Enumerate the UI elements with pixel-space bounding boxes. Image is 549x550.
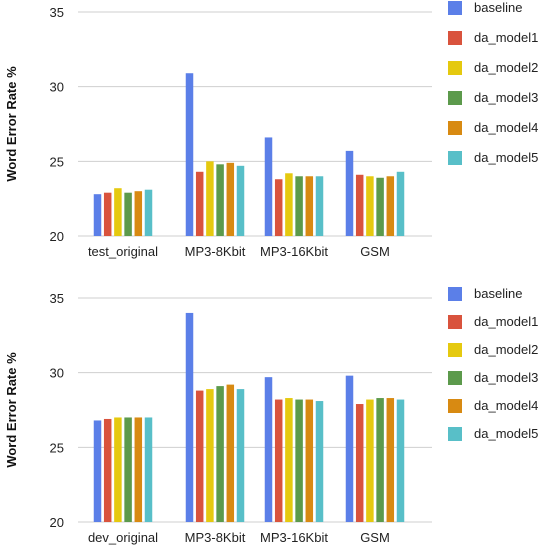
bar-da_model4-test_original <box>134 191 143 236</box>
bar-da_model3-MP3-8Kbit <box>216 164 224 236</box>
legend-label: da_model4 <box>474 120 538 135</box>
bar-da_model5-MP3-8Kbit <box>236 389 245 522</box>
bar-da_model4-MP3-8Kbit <box>226 384 235 522</box>
bar-baseline-GSM <box>345 150 354 236</box>
bar-da_model5-MP3-8Kbit <box>236 165 245 236</box>
bar-da_model5-MP3-16Kbit <box>315 176 324 236</box>
y-tick-label: 20 <box>50 229 64 244</box>
category-label: dev_original <box>88 530 158 545</box>
legend-label: da_model1 <box>474 314 538 329</box>
y-tick-label: 30 <box>50 366 64 381</box>
bar-baseline-test_original <box>93 194 102 236</box>
bar-da_model1-GSM <box>355 174 364 236</box>
category-label: MP3-16Kbit <box>260 244 328 259</box>
bar-da_model5-GSM <box>396 399 405 522</box>
legend-swatch <box>448 151 462 165</box>
legend-label: da_model3 <box>474 370 538 385</box>
bar-da_model2-dev_original <box>114 417 122 522</box>
category-label: MP3-16Kbit <box>260 530 328 545</box>
bar-baseline-dev_original <box>93 420 102 522</box>
legend-swatch <box>448 61 462 75</box>
bar-da_model2-MP3-16Kbit <box>285 398 293 522</box>
bar-da_model1-GSM <box>355 404 364 522</box>
legend-label: da_model2 <box>474 342 538 357</box>
bar-da_model2-GSM <box>366 399 374 522</box>
bar-da_model2-MP3-8Kbit <box>206 389 214 522</box>
bar-da_model1-MP3-8Kbit <box>195 171 204 236</box>
bar-baseline-MP3-16Kbit <box>264 377 273 522</box>
category-label: MP3-8Kbit <box>185 530 246 545</box>
bar-da_model4-GSM <box>386 398 395 522</box>
legend-swatch <box>448 371 462 385</box>
y-axis-title: Word Error Rate % <box>4 352 19 468</box>
legend-label: da_model4 <box>474 398 538 413</box>
bar-da_model3-dev_original <box>124 417 132 522</box>
bar-da_model2-MP3-16Kbit <box>285 173 293 236</box>
bar-da_model1-dev_original <box>103 418 112 522</box>
bar-da_model3-test_original <box>124 192 132 236</box>
legend-swatch <box>448 31 462 45</box>
category-label: MP3-8Kbit <box>185 244 246 259</box>
bar-da_model2-test_original <box>114 188 122 236</box>
legend-swatch <box>448 427 462 441</box>
bar-baseline-MP3-8Kbit <box>185 312 194 522</box>
legend-label: da_model5 <box>474 426 538 441</box>
y-tick-label: 35 <box>50 5 64 20</box>
y-tick-label: 20 <box>50 515 64 530</box>
bar-da_model1-MP3-16Kbit <box>274 399 283 522</box>
bar-da_model4-GSM <box>386 176 395 236</box>
bar-da_model3-GSM <box>376 177 384 236</box>
bar-da_model3-GSM <box>376 398 384 522</box>
category-label: GSM <box>360 530 390 545</box>
bar-da_model1-MP3-16Kbit <box>274 179 283 236</box>
bar-baseline-MP3-8Kbit <box>185 73 194 236</box>
y-axis-title: Word Error Rate % <box>4 66 19 182</box>
legend-swatch <box>448 315 462 329</box>
bar-da_model3-MP3-16Kbit <box>295 399 303 522</box>
bar-da_model3-MP3-16Kbit <box>295 176 303 236</box>
legend-swatch <box>448 287 462 301</box>
bar-da_model5-MP3-16Kbit <box>315 401 324 522</box>
bar-da_model5-test_original <box>144 189 153 236</box>
bar-da_model1-MP3-8Kbit <box>195 390 204 522</box>
bar-da_model5-GSM <box>396 171 405 236</box>
bar-da_model4-MP3-16Kbit <box>305 399 314 522</box>
legend-swatch <box>448 399 462 413</box>
bar-da_model2-GSM <box>366 176 374 236</box>
chart-2: 20 25 30 35 Word Error Rate % dev_original MP3… <box>4 286 538 545</box>
bar-da_model1-test_original <box>103 192 112 236</box>
bar-da_model4-MP3-16Kbit <box>305 176 314 236</box>
legend-label: da_model3 <box>474 90 538 105</box>
legend-swatch <box>448 1 462 15</box>
y-tick-label: 25 <box>50 440 64 455</box>
category-label: GSM <box>360 244 390 259</box>
legend-label: baseline <box>474 286 522 301</box>
y-tick-label: 35 <box>50 291 64 306</box>
legend-swatch <box>448 121 462 135</box>
bar-baseline-GSM <box>345 375 354 522</box>
chart-1: 20 25 30 35 Word Error Rate % test_original MP… <box>4 0 538 259</box>
legend-label: da_model2 <box>474 60 538 75</box>
bar-da_model3-MP3-8Kbit <box>216 386 224 522</box>
legend-label: da_model1 <box>474 30 538 45</box>
legend-swatch <box>448 91 462 105</box>
legend-label: baseline <box>474 0 522 15</box>
bar-da_model5-dev_original <box>144 417 153 522</box>
bar-da_model2-MP3-8Kbit <box>206 161 214 236</box>
y-tick-label: 25 <box>50 154 64 169</box>
legend-swatch <box>448 343 462 357</box>
y-tick-label: 30 <box>50 80 64 95</box>
bar-da_model4-MP3-8Kbit <box>226 162 235 236</box>
legend-label: da_model5 <box>474 150 538 165</box>
category-label: test_original <box>88 244 158 259</box>
bar-baseline-MP3-16Kbit <box>264 137 273 236</box>
bar-da_model4-dev_original <box>134 417 143 522</box>
